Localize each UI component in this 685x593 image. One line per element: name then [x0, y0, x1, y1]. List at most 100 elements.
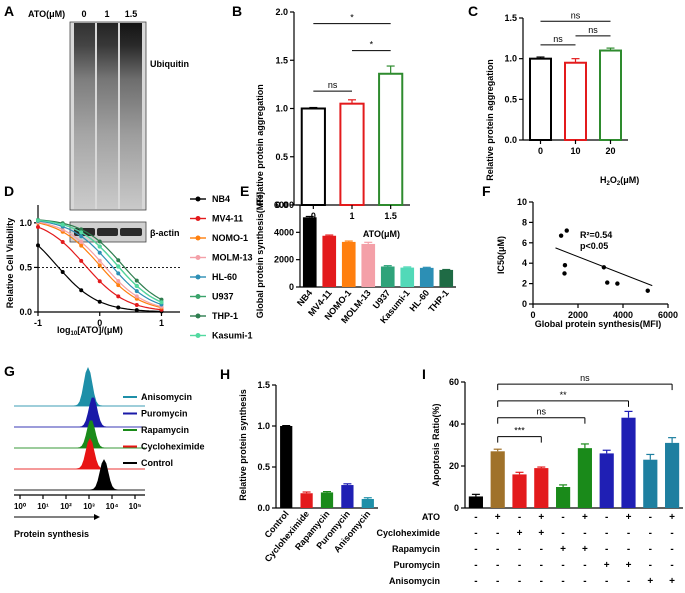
c-ylabel: Relative protein aggregation [485, 59, 495, 181]
e-plot-bar-5 [400, 267, 415, 287]
ato-dose-label: ATO(μM) [28, 9, 65, 19]
actin-band-2 [120, 228, 142, 236]
c-sig-0-vs-20-label: ns [571, 10, 581, 20]
d-point-mv4-11-3 [97, 279, 102, 284]
d-legend-marker-6 [195, 313, 201, 319]
c-plot-ytick-label-2: 1.0 [504, 54, 517, 64]
d-point-molm-13-1 [60, 227, 65, 232]
d-point-hl-60-3 [97, 250, 102, 255]
d-legend-marker-2 [195, 235, 201, 241]
d-point-nb4-4 [116, 305, 121, 310]
g-xlabel: Protein synthesis [14, 529, 89, 539]
d-point-hl-60-2 [79, 234, 84, 239]
c-plot-bar-2 [599, 49, 622, 141]
b-plot-ytick-label-4: 2.0 [275, 7, 288, 17]
d-plot-area: 0.0 0.5 1.0 -1 0 1 [19, 205, 180, 328]
c-plot-bar-0 [529, 57, 552, 142]
d-legend-marker-4 [195, 274, 201, 280]
i-cell-4-0: - [474, 576, 477, 587]
dose-0: 0 [81, 9, 86, 19]
b-plot-ytick-label-3: 1.5 [275, 55, 288, 65]
c-plot-bar-1 [564, 61, 587, 142]
b-sig-ns-label: ns [328, 80, 338, 90]
g-xtick-label-1: 10¹ [37, 502, 49, 511]
h-plot-ytick-label-3: 1.5 [257, 380, 270, 390]
f-point-5 [605, 280, 610, 285]
f-xtick-label-1: 2000 [568, 310, 588, 320]
b-xlabel: ATO(μM) [363, 229, 400, 239]
i-row-label-1: Cycloheximide [376, 528, 440, 538]
d-point-kasumi-1-6 [159, 300, 164, 305]
i-plot-bar-9 [665, 442, 680, 508]
d-legend-marker-3 [195, 255, 201, 260]
b-plot-bar-1 [339, 102, 365, 206]
i-plot-bar-8 [643, 459, 658, 508]
d-point-kasumi-1-0 [36, 218, 40, 223]
g-legend-label-0: Anisomycin [141, 392, 192, 402]
i-sig-label-1: ns [537, 407, 547, 417]
i-cell-1-0: - [474, 528, 477, 539]
i-sig-label-2: ** [560, 390, 568, 400]
i-cell-1-6: - [605, 528, 608, 539]
panel-d-letter: D [4, 183, 14, 199]
e-plot-ytick-label-2: 4000 [274, 227, 294, 237]
blot-lane-2 [120, 23, 142, 209]
i-cell-1-2: + [517, 528, 523, 539]
i-cell-1-8: - [649, 528, 652, 539]
e-plot-bar-4 [380, 266, 395, 287]
h-plot-bar-1 [300, 493, 313, 508]
e-plot-bar-1 [322, 235, 337, 287]
e-plot-ytick-label-0: 0 [289, 282, 294, 292]
f-ytick-label-3: 6 [522, 238, 527, 248]
g-arrow-head-icon [94, 514, 100, 520]
d-point-molm-13-5 [134, 294, 139, 299]
d-legend-label-6: THP-1 [212, 311, 238, 321]
e-plot-bar-7 [439, 269, 454, 287]
i-cell-4-8: + [647, 576, 653, 587]
g-legend-label-2: Rapamycin [141, 425, 189, 435]
i-row-label-3: Puromycin [393, 560, 440, 570]
d-xlabel-log: log [57, 325, 71, 335]
d-point-thp-1-5 [134, 278, 139, 283]
panel-c-letter: C [468, 3, 478, 19]
d-point-molm-13-3 [97, 258, 102, 263]
i-plot-bar-0 [468, 496, 483, 508]
d-legend-marker-5 [195, 294, 201, 299]
g-histogram-cycloheximide [14, 438, 145, 470]
i-plot-bar-3 [534, 468, 549, 508]
d-point-kasumi-1-4 [116, 264, 121, 269]
i-cell-0-8: - [649, 512, 652, 523]
blot-lane-0 [74, 23, 95, 209]
i-cell-2-1: - [496, 544, 499, 555]
panel-a-letter: A [4, 3, 14, 19]
panel-b-letter: B [232, 3, 242, 19]
i-row-label-4: Anisomycin [389, 576, 440, 586]
h-plot-ytick-label-0: 0.0 [257, 503, 270, 513]
i-cell-1-1: - [496, 528, 499, 539]
i-cell-3-2: - [518, 560, 521, 571]
c-plot-ytick-label-0: 0.0 [504, 135, 517, 145]
f-ytick-label-5: 10 [517, 197, 527, 207]
i-cell-2-2: - [518, 544, 521, 555]
f-point-2 [562, 263, 568, 268]
panel-d: D Relative Cell Viability 0.00.51.0-1 0 1 … [4, 183, 253, 341]
d-point-nb4-2 [79, 288, 84, 293]
i-cell-2-9: - [670, 544, 673, 555]
b-plot-cat-1: 1 [349, 211, 354, 221]
d-point-nomo-1-3 [97, 263, 102, 268]
d-point-kasumi-1-5 [134, 284, 139, 289]
e-plot-bar-6 [419, 267, 434, 287]
i-cell-3-8: - [649, 560, 652, 571]
panel-h: H Relative protein synthesis 0.0 0.5 1.0 1.… [220, 366, 378, 564]
dose-1: 1 [104, 9, 109, 19]
b-plot-ytick-label-1: 0.5 [275, 152, 288, 162]
i-cell-3-4: - [561, 560, 564, 571]
i-cell-0-6: - [605, 512, 608, 523]
b-sig-0-vs-1-5-label: * [350, 13, 354, 23]
d-point-thp-1-4 [116, 258, 121, 263]
i-plot-ytick-label-0: 0 [454, 503, 459, 513]
c-plot-cat-0: 0 [538, 146, 543, 156]
d-xlabel-sub: 10 [71, 331, 78, 337]
g-xtick-label-4: 10⁴ [106, 502, 119, 511]
d-point-mv4-11-2 [79, 258, 84, 263]
